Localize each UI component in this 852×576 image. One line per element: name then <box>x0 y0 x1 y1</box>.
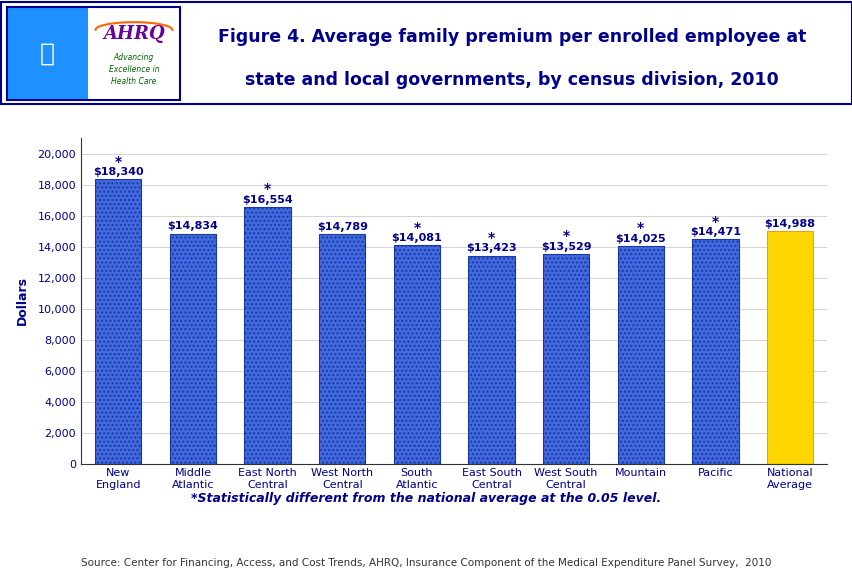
Text: *: * <box>711 215 718 229</box>
Text: $14,988: $14,988 <box>763 219 815 229</box>
Text: $13,529: $13,529 <box>540 242 590 252</box>
Bar <box>319 234 365 464</box>
Text: *: * <box>115 154 122 169</box>
Text: $14,789: $14,789 <box>316 222 367 232</box>
Bar <box>170 234 216 464</box>
Bar <box>245 207 291 464</box>
Bar <box>95 180 141 464</box>
Text: Advancing
Excellence in
Health Care: Advancing Excellence in Health Care <box>108 53 159 86</box>
Text: $14,025: $14,025 <box>615 234 665 244</box>
Text: Source: Center for Financing, Access, and Cost Trends, AHRQ, Insurance Component: Source: Center for Financing, Access, an… <box>81 558 771 569</box>
Text: *: * <box>487 231 494 245</box>
Text: $13,423: $13,423 <box>466 243 516 253</box>
Text: *: * <box>413 221 420 234</box>
Bar <box>692 240 738 464</box>
Text: 🦅: 🦅 <box>39 41 55 65</box>
Text: $18,340: $18,340 <box>93 167 143 177</box>
FancyBboxPatch shape <box>7 7 88 100</box>
Text: *: * <box>264 182 271 196</box>
Text: *Statistically different from the national average at the 0.05 level.: *Statistically different from the nation… <box>191 492 661 505</box>
Text: $14,471: $14,471 <box>689 227 740 237</box>
Bar <box>543 254 589 464</box>
Bar <box>468 256 514 464</box>
Text: $14,834: $14,834 <box>167 221 218 232</box>
Text: *: * <box>636 222 643 236</box>
Text: *: * <box>562 229 569 243</box>
Bar <box>766 232 812 464</box>
Text: Figure 4. Average family premium per enrolled employee at: Figure 4. Average family premium per enr… <box>217 28 805 46</box>
Text: $14,081: $14,081 <box>391 233 441 243</box>
Text: $16,554: $16,554 <box>242 195 292 205</box>
FancyBboxPatch shape <box>88 7 180 100</box>
Bar <box>394 245 440 464</box>
Text: state and local governments, by census division, 2010: state and local governments, by census d… <box>245 71 778 89</box>
Bar <box>617 247 663 464</box>
Text: AHRQ: AHRQ <box>103 25 164 43</box>
Y-axis label: Dollars: Dollars <box>16 276 29 325</box>
